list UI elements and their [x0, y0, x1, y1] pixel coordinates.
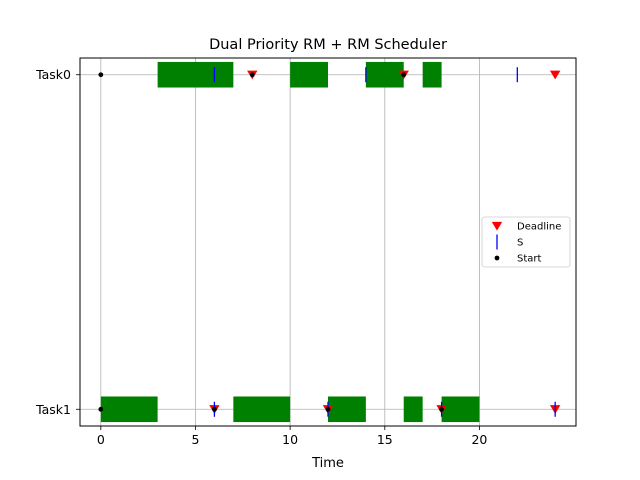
- legend-box: [481, 216, 571, 268]
- execution-bar-task1-6: [328, 396, 366, 423]
- x-axis-label: Time: [311, 456, 344, 471]
- legend-marker-deadline: [491, 221, 503, 231]
- start-marker-5: [325, 406, 331, 412]
- chart-title: Dual Priority RM + RM Scheduler: [209, 37, 447, 53]
- start-marker-1: [249, 72, 255, 78]
- execution-bar-task0-3: [422, 61, 442, 88]
- start-marker-6: [439, 406, 444, 412]
- execution-bar-task0-2: [365, 61, 404, 88]
- x-axis: 0 5 10 15 20: [97, 426, 487, 447]
- legend-label-s: S: [517, 238, 523, 249]
- legend: Deadline S Start: [481, 216, 571, 268]
- execution-bar-task1-4: [100, 396, 158, 423]
- execution-bars: [100, 61, 480, 423]
- deadline-marker-2: [549, 70, 561, 80]
- event-markers: [98, 67, 561, 417]
- y-tick-label-task1: Task1: [35, 402, 71, 417]
- x-tick-label-5: 5: [192, 432, 200, 447]
- execution-bar-task1-5: [233, 396, 291, 423]
- legend-label-deadline: Deadline: [517, 222, 561, 233]
- x-tick-label-20: 20: [471, 432, 487, 447]
- legend-label-start: Start: [517, 254, 542, 265]
- plot-frame: [79, 57, 577, 427]
- x-tick-label-15: 15: [377, 432, 393, 447]
- execution-bar-task1-7: [403, 396, 423, 423]
- start-marker-2: [401, 72, 407, 78]
- x-tick-label-0: 0: [97, 432, 105, 447]
- execution-bar-task0-0: [157, 61, 234, 88]
- legend-marker-start: [494, 255, 500, 261]
- y-axis: Task0 Task1: [35, 67, 80, 417]
- start-marker-3: [98, 406, 104, 412]
- execution-bar-task1-8: [441, 396, 480, 423]
- start-marker-4: [212, 406, 217, 412]
- x-tick-label-10: 10: [282, 432, 298, 447]
- start-marker-0: [98, 72, 104, 78]
- execution-bar-task0-1: [290, 61, 328, 88]
- y-tick-label-task0: Task0: [35, 67, 71, 82]
